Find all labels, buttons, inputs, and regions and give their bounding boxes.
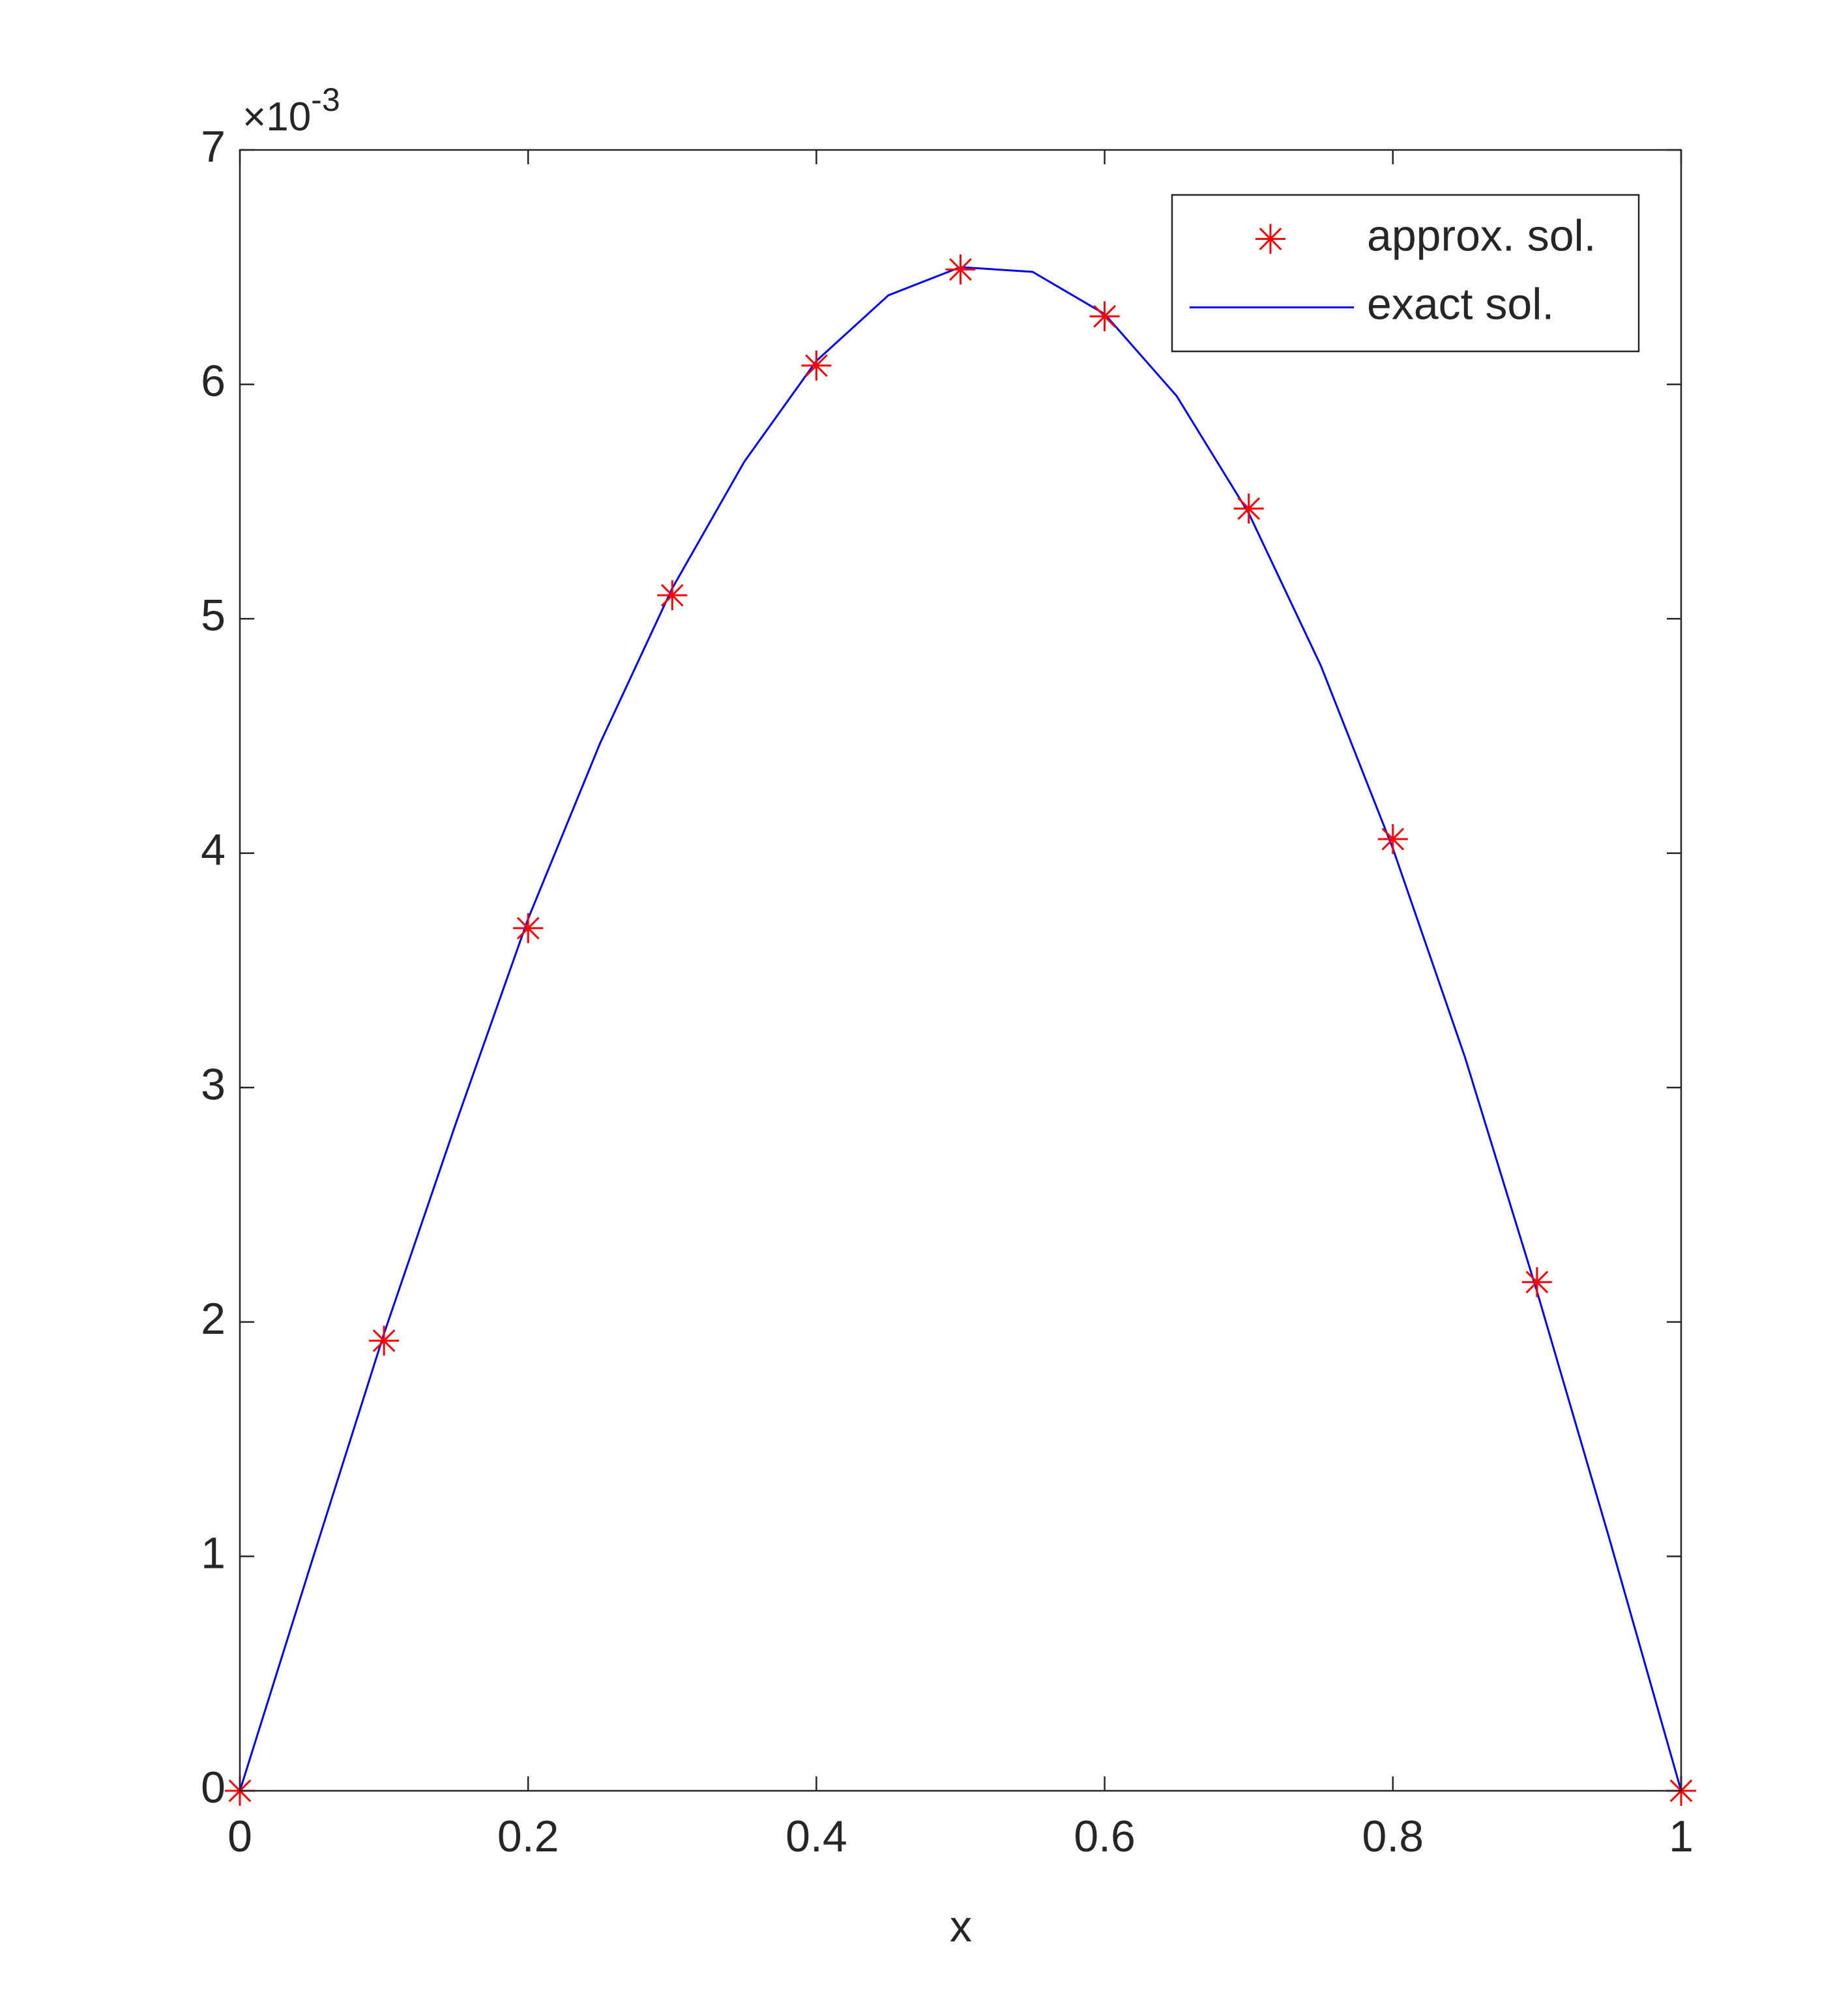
y-tick-label: 1 [201,1528,226,1578]
y-tick-label: 6 [201,357,226,406]
y-tick-label: 2 [201,1294,226,1344]
legend-marker [1255,224,1285,254]
data-point [945,254,976,285]
y-tick-label: 4 [201,825,226,875]
y-exponent-label: ×10-3 [242,81,340,140]
axes-box [239,149,1682,1792]
data-point [513,913,544,943]
y-exponent-power: -3 [311,81,340,118]
data-point [369,1325,400,1356]
data-point [1089,301,1120,332]
data-point [1377,824,1408,855]
y-tick-label: 7 [201,122,226,171]
data-point [1233,493,1264,524]
legend: approx. sol. exact sol. [1171,194,1640,353]
y-tick-label: 0 [201,1763,226,1812]
y-exponent-base: ×10 [242,95,311,140]
x-tick-label: 0.6 [1074,1812,1136,1861]
legend-label: approx. sol. [1367,211,1596,260]
x-axis-label: x [950,1902,972,1951]
data-point [1521,1267,1552,1297]
data-point [657,580,688,611]
x-tick-label: 0.8 [1362,1812,1424,1861]
x-tick-label: 0.2 [497,1812,559,1861]
legend-label: exact sol. [1367,279,1554,329]
x-tick-label: 0 [227,1812,252,1861]
y-tick-label: 3 [201,1059,226,1109]
x-tick-label: 0.4 [785,1812,847,1861]
data-point [801,350,832,381]
x-tick-label: 1 [1669,1812,1694,1861]
y-tick-label: 5 [201,591,226,640]
legend-box [1171,194,1640,353]
